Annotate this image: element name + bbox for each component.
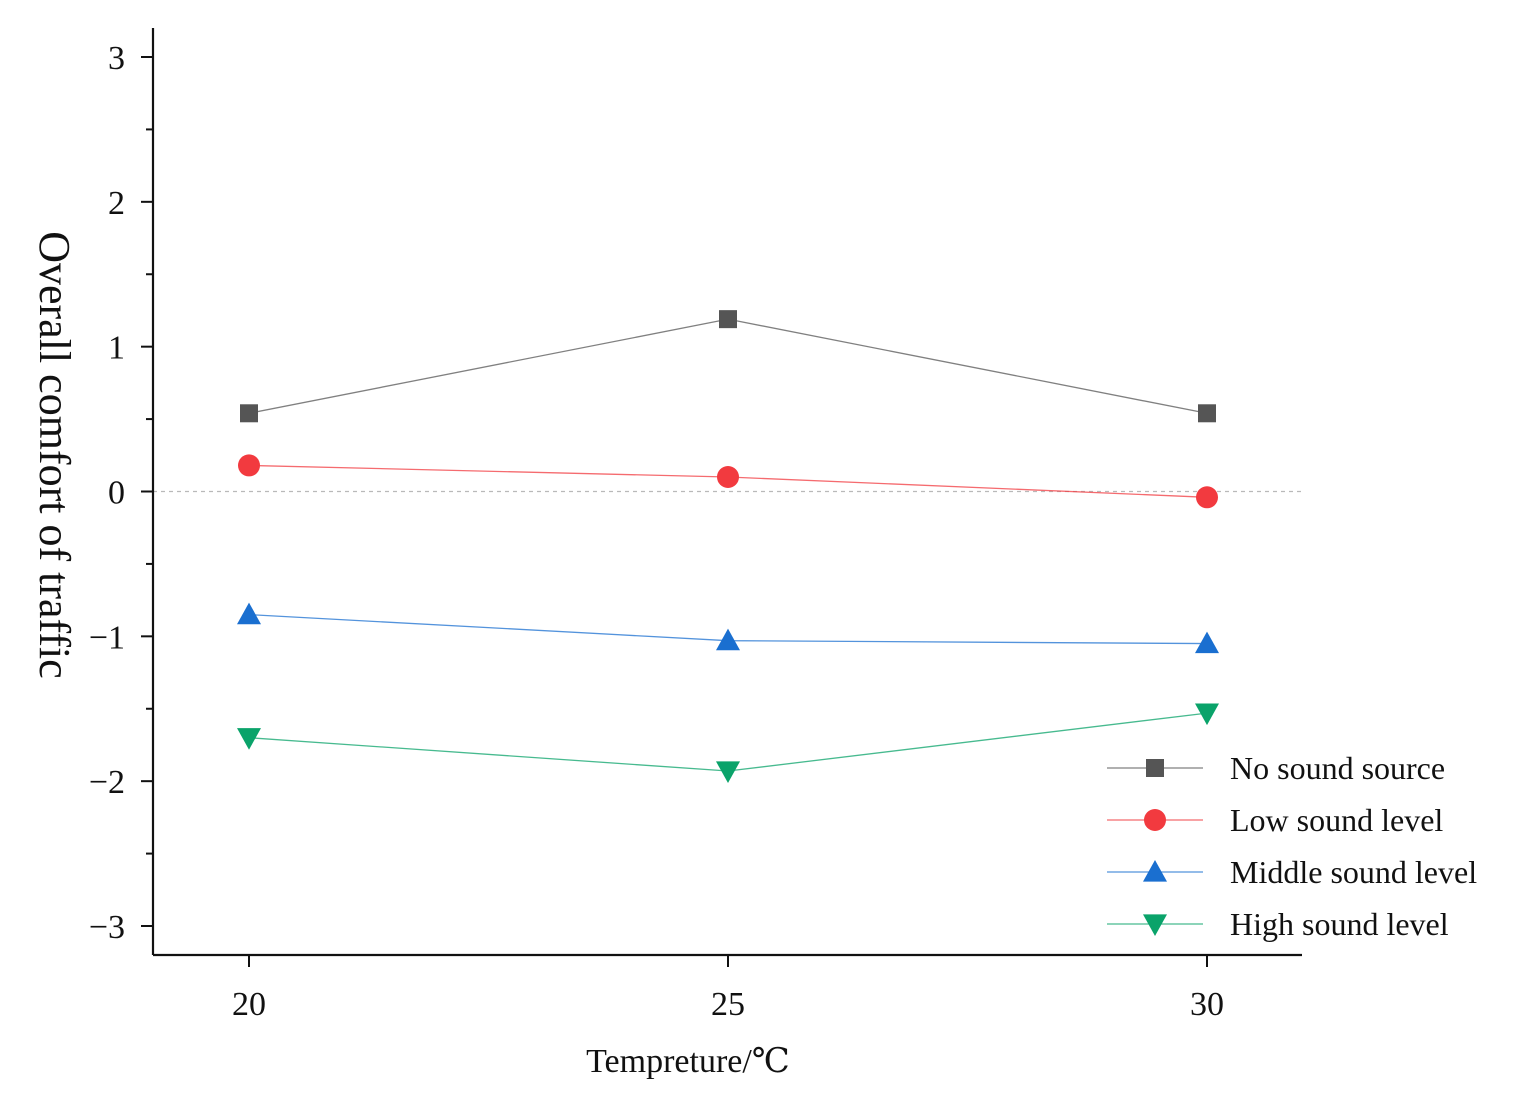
data-point [237, 728, 261, 750]
data-point [716, 761, 740, 784]
legend-marker [1146, 759, 1164, 777]
data-point [240, 404, 258, 423]
legend-marker [1144, 809, 1166, 831]
legend-marker [1143, 860, 1167, 882]
data-point [717, 466, 739, 489]
y-axis-title: Overall comfort of traffic [30, 231, 79, 679]
data-point [1196, 486, 1218, 509]
legend-entry: High sound level [1107, 906, 1449, 942]
data-point [238, 454, 260, 477]
series-line [248, 318, 1208, 414]
y-tick-label: −2 [89, 764, 125, 801]
x-axis-title: Tempreture/℃ [586, 1043, 790, 1080]
y-tick-label: −1 [89, 619, 125, 656]
legend-marker [1143, 914, 1167, 936]
x-tick-label: 30 [1190, 986, 1224, 1023]
data-point [1198, 404, 1216, 423]
y-tick-label: 3 [108, 40, 125, 77]
series-low-sound-level [238, 454, 1218, 509]
y-tick-label: 1 [108, 330, 125, 367]
y-tick-label: 2 [108, 185, 125, 222]
x-tick-label: 20 [232, 986, 266, 1023]
y-tick-label: −3 [89, 909, 125, 946]
series-layer [237, 310, 1219, 784]
legend-entry: Middle sound level [1107, 854, 1477, 890]
series-no-sound-source [240, 310, 1216, 423]
data-point [237, 602, 261, 625]
legend-label: High sound level [1230, 906, 1449, 942]
x-tick-label: 25 [711, 986, 745, 1023]
legend-label: Middle sound level [1230, 854, 1477, 890]
series-middle-sound-level [237, 602, 1219, 654]
y-tick-label: 0 [108, 475, 125, 512]
data-point [1195, 703, 1219, 726]
data-point [1195, 631, 1219, 654]
legend-label: No sound source [1230, 750, 1445, 786]
axes: 3 2 1 0 −1 −2 −3 20 25 30 [89, 28, 1302, 1023]
legend-entry: Low sound level [1107, 802, 1443, 838]
data-point [716, 628, 740, 651]
legend-label: Low sound level [1230, 802, 1443, 838]
legend-entry: No sound source [1107, 750, 1445, 786]
data-point [719, 310, 737, 329]
legend: No sound source Low sound level Middle sou… [1107, 750, 1477, 942]
series-high-sound-level [237, 703, 1219, 784]
